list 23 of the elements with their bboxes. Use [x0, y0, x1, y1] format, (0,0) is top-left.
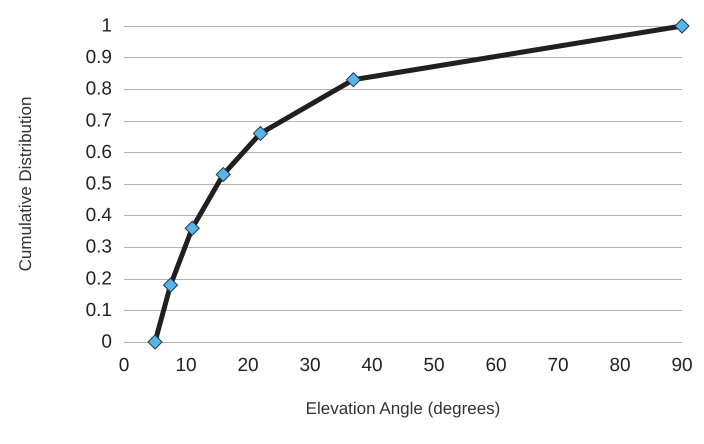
x-tick-label: 20 — [237, 355, 259, 376]
x-tick-label: 30 — [299, 355, 321, 376]
y-tick-label: 0.9 — [86, 47, 112, 68]
x-tick-label: 90 — [671, 355, 693, 376]
y-tick-label: 0.2 — [86, 268, 112, 290]
y-axis-title: Cumulative Distribution — [16, 96, 35, 272]
y-tick-label: 0 — [101, 332, 112, 352]
x-tick-label: 40 — [361, 355, 383, 376]
y-tick-label: 0.4 — [86, 205, 112, 226]
y-tick-label: 1 — [101, 16, 112, 36]
y-tick-label: 0.7 — [86, 110, 112, 132]
x-tick-label: 70 — [547, 355, 569, 376]
x-axis-title: Elevation Angle (degrees) — [306, 399, 500, 418]
x-tick-label: 0 — [118, 355, 130, 376]
y-tick-label: 0.8 — [86, 78, 112, 100]
y-tick-label: 0.5 — [86, 174, 112, 194]
y-tick-label: 0.1 — [86, 300, 112, 321]
x-tick-label: 10 — [175, 355, 197, 376]
y-tick-label: 0.6 — [86, 142, 112, 163]
x-tick-label: 80 — [609, 355, 631, 376]
x-tick-label: 60 — [485, 355, 507, 376]
y-tick-label: 0.3 — [86, 236, 112, 258]
x-tick-label: 50 — [423, 355, 445, 376]
